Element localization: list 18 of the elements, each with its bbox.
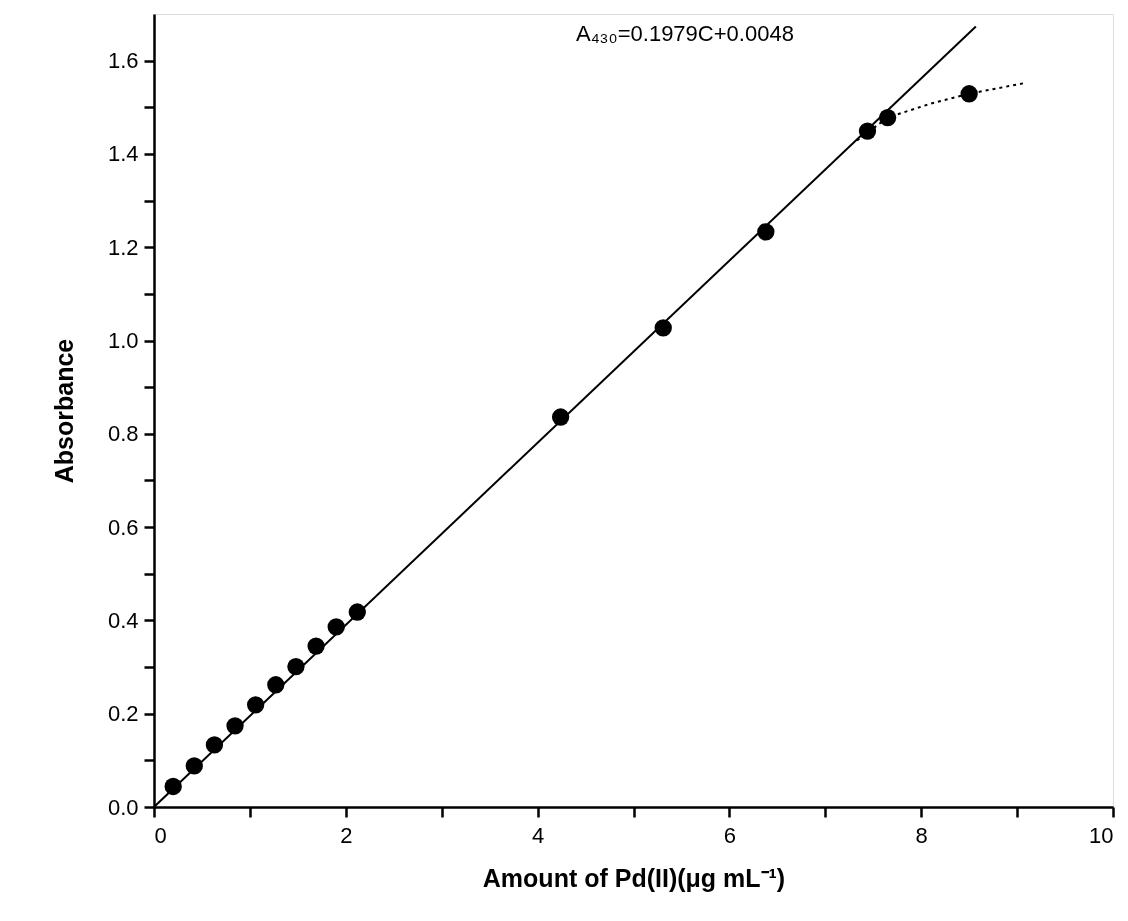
y-tick-label: 0.4 [107,607,139,633]
y-tick-label: 0.2 [107,701,139,727]
y-tick-label: 0.8 [107,421,139,447]
x-tick-label: 10 [1089,822,1114,848]
y-tick-label: 1.2 [107,234,139,260]
y-tick-label: 1.4 [107,141,139,167]
y-tick-label: 1.6 [107,48,139,74]
y-axis-title: Absorbance [49,338,78,484]
y-tick-label: 1.0 [107,328,139,354]
x-tick-label: 0 [154,822,167,848]
y-tick-label: 0.0 [107,794,139,820]
annotation: A₄₃₀=0.1979C+0.0048 [575,21,794,46]
x-axis-title: Amount of Pd(II)(μg mL⁻¹) [482,863,786,892]
x-tick-label: 6 [723,822,737,848]
y-tick-label: 0.6 [107,514,139,540]
x-tick-label: 4 [531,822,545,848]
x-tick-label: 8 [915,822,928,848]
x-tick-label: 2 [340,822,353,848]
